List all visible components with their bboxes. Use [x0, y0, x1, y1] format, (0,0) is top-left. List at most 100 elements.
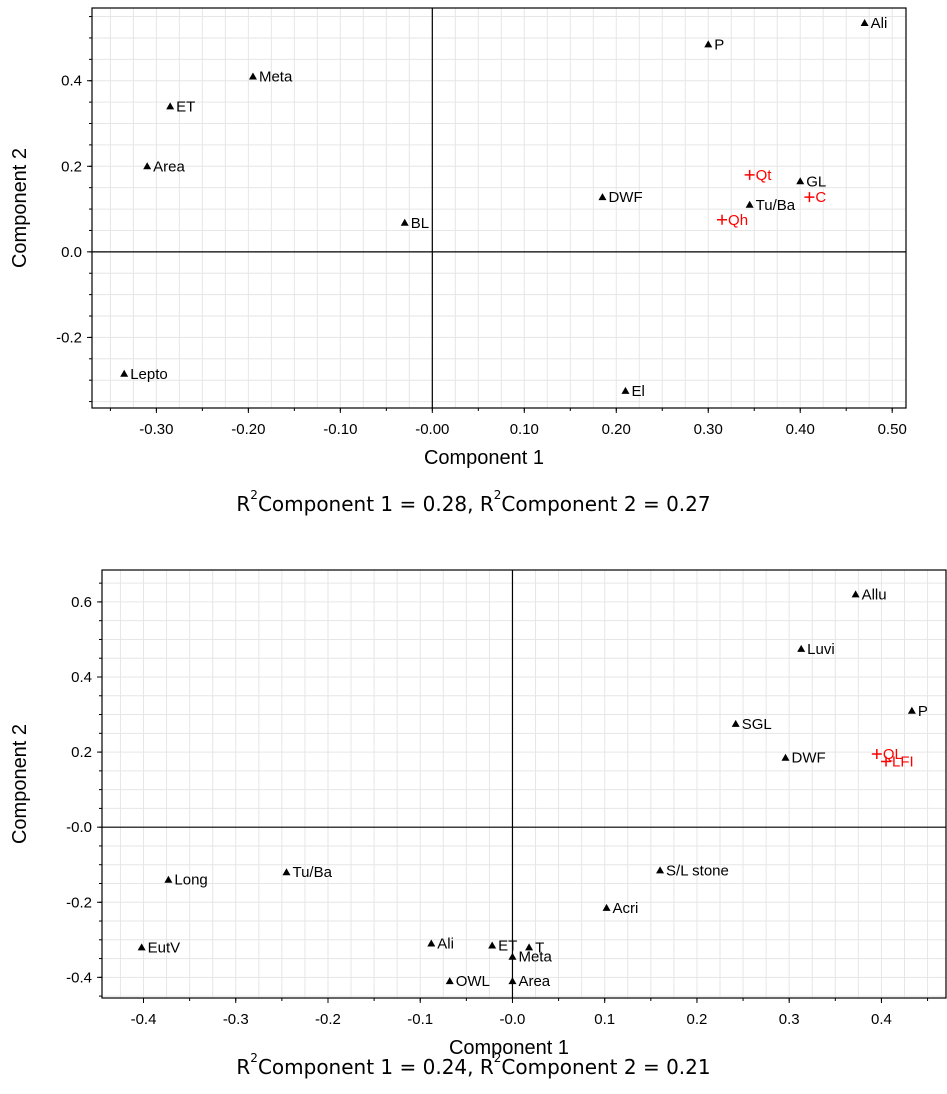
data-point-marker — [656, 866, 665, 874]
data-point-marker — [488, 941, 497, 949]
data-point-label: SGL — [742, 716, 772, 733]
data-point-marker — [282, 868, 291, 876]
grid — [92, 8, 906, 408]
y-tick-label: 0.4 — [71, 669, 92, 686]
x-tick-label: -0.3 — [223, 1011, 249, 1028]
data-point-marker — [781, 753, 790, 761]
y-tick-label: 0.4 — [61, 73, 82, 90]
y-tick-label: -0.2 — [56, 329, 82, 346]
data-point-label: Lepto — [130, 366, 168, 383]
data-point-label: C — [815, 189, 826, 206]
y-tick-label: -0.4 — [66, 969, 92, 986]
data-point-label: ET — [176, 98, 195, 115]
data-point-marker — [137, 943, 146, 951]
x-axis-title: Component 1 — [424, 447, 544, 469]
data-point-label: Tu/Ba — [756, 197, 796, 214]
data-point-marker — [598, 193, 607, 201]
plot-frame — [101, 569, 947, 999]
data-point-marker — [621, 386, 630, 394]
y-tick-label: 0.0 — [61, 244, 82, 261]
data-point-marker — [797, 644, 806, 652]
data-point-label: OWL — [456, 973, 490, 990]
data-point-label: LFI — [892, 753, 914, 770]
x-tick-label: 0.10 — [510, 421, 539, 438]
x-tick-label: 0.50 — [878, 421, 907, 438]
data-point-marker — [704, 40, 713, 48]
grid — [102, 570, 946, 998]
data-point-marker — [871, 748, 882, 759]
top-r-squared-caption: R2Component 1 = 0.28, R2Component 2 = 0.… — [0, 488, 947, 516]
data-point-label: P — [714, 36, 724, 53]
data-point-marker — [602, 903, 611, 911]
data-point-marker — [804, 192, 815, 203]
data-point-marker — [525, 943, 534, 951]
x-tick-label: 0.20 — [602, 421, 631, 438]
data-point-label: Area — [518, 973, 550, 990]
data-point-marker — [120, 369, 129, 377]
y-tick-label: -0.0 — [66, 819, 92, 836]
data-point-label: GL — [806, 173, 826, 190]
x-tick-label: -0.1 — [407, 1011, 433, 1028]
data-point-marker — [445, 977, 454, 985]
x-tick-label: 0.4 — [871, 1011, 892, 1028]
data-point-label: Qh — [728, 212, 748, 229]
bottom-r-squared-caption: R2Component 1 = 0.24, R2Component 2 = 0.… — [0, 1051, 947, 1079]
data-point-marker — [731, 719, 740, 727]
data-point-marker — [427, 939, 436, 947]
x-tick-label: -0.0 — [500, 1011, 526, 1028]
data-point-label: T — [535, 939, 544, 956]
data-point-marker — [143, 162, 152, 170]
y-tick-label: 0.6 — [71, 594, 92, 611]
data-point-marker — [745, 200, 754, 208]
superscript: 2 — [493, 488, 502, 503]
data-point-label: Area — [153, 158, 185, 175]
superscript: 2 — [250, 1051, 258, 1066]
x-tick-label: -0.2 — [315, 1011, 341, 1028]
y-tick-label: 0.2 — [61, 158, 82, 175]
x-tick-label: 0.2 — [687, 1011, 708, 1028]
data-point-marker — [881, 756, 892, 767]
plot-frame — [91, 7, 907, 409]
data-point-label: ET — [498, 937, 517, 954]
x-tick-label: -0.00 — [415, 421, 449, 438]
bottom-pca-biplot: -0.4 -0.3 -0.2 -0.1 -0.0 0.1 0.2 0.3 0.4 -0.4 -0.2… — [9, 569, 947, 1059]
data-point-label: DWF — [608, 189, 642, 206]
r-letter: R — [236, 1055, 251, 1079]
data-point-marker — [508, 952, 517, 960]
data-point-label: P — [918, 703, 928, 720]
data-point-label: S/L stone — [666, 862, 729, 879]
data-point-label: Meta — [518, 949, 552, 966]
data-point-marker — [796, 177, 805, 185]
x-tick-label: -0.4 — [131, 1011, 157, 1028]
superscript: 2 — [493, 1051, 502, 1066]
data-point-marker — [400, 218, 409, 226]
data-point-marker — [248, 72, 257, 80]
r-letter: R — [479, 492, 494, 516]
y-tick-label: -0.2 — [66, 894, 92, 911]
data-point-marker — [164, 875, 173, 883]
data-point-marker — [717, 214, 728, 225]
data-point-marker — [508, 977, 517, 985]
data-point-label: Qt — [756, 167, 773, 184]
data-point-label: BL — [411, 215, 429, 232]
data-point-label: DWF — [792, 750, 826, 767]
data-point-marker — [744, 169, 755, 180]
caption-part: Component 2 = 0.27 — [501, 492, 711, 516]
x-tick-label: 0.3 — [779, 1011, 800, 1028]
r-letter: R — [236, 492, 251, 516]
y-axis-title: Component 2 — [9, 148, 31, 268]
x-tick-label: 0.1 — [594, 1011, 615, 1028]
caption-part: Component 1 = 0.24, — [257, 1055, 480, 1079]
x-tick-label: -0.10 — [323, 421, 357, 438]
x-tick-label: 0.30 — [694, 421, 723, 438]
data-point-marker — [851, 590, 860, 598]
x-tick-label: 0.40 — [786, 421, 815, 438]
caption-part: Component 1 = 0.28, — [257, 492, 480, 516]
data-point-label: Meta — [259, 68, 293, 85]
data-point-marker — [166, 102, 175, 110]
data-point-label: Tu/Ba — [292, 864, 332, 881]
r-letter: R — [479, 1055, 494, 1079]
data-point-label: Ali — [437, 936, 454, 953]
data-point-label: QL — [883, 746, 903, 763]
data-point-marker — [860, 18, 869, 26]
